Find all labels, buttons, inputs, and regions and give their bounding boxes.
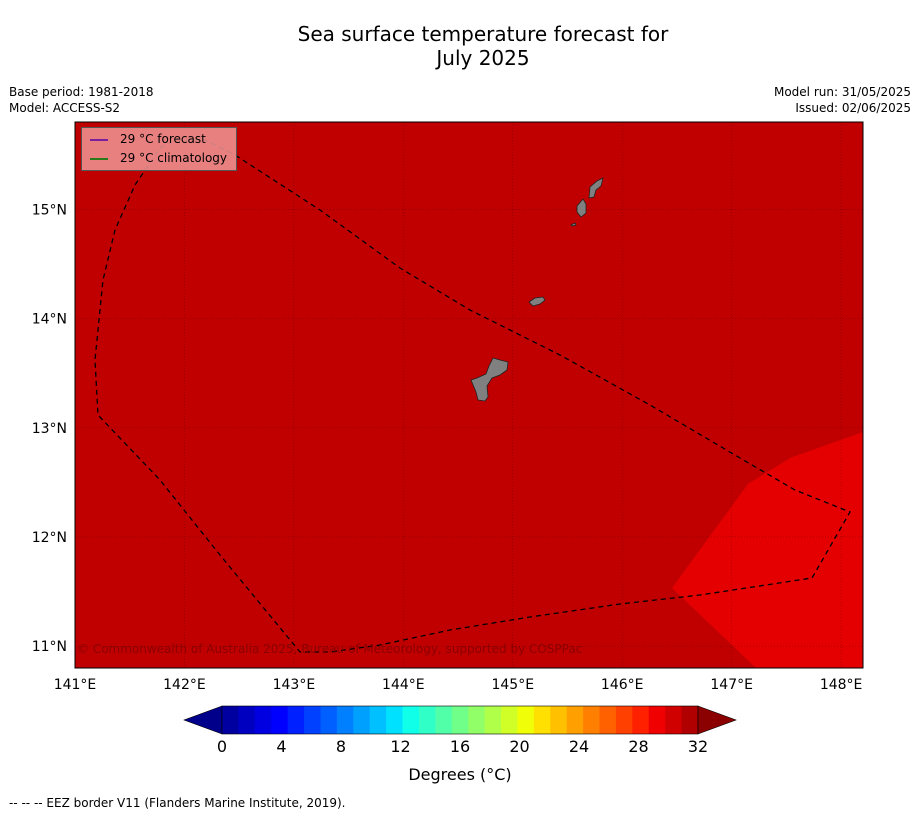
longitude-tick-label: 147°E [710, 677, 753, 693]
colorbar-cell [501, 706, 518, 734]
legend-climatology-label: 29 °C climatology [120, 151, 228, 165]
model-run-text: Model run: 31/05/2025 [773, 85, 911, 99]
colorbar-cell [566, 706, 584, 734]
colorbar-cell [681, 706, 699, 734]
copyright-text: © Commonwealth of Australia 2025, Bureau… [77, 642, 582, 656]
latitude-tick-label: 13°N [32, 421, 67, 437]
colorbar-cells [221, 705, 699, 735]
colorbar-cell [320, 706, 338, 734]
forecast-line-swatch [90, 138, 108, 141]
map-legend: 29 °C forecast 29 °C climatology [81, 127, 237, 171]
colorbar: 0 4 8 12 16 20 24 28 32 Degrees (°C) [183, 705, 737, 784]
colorbar-tick-label: 4 [276, 737, 286, 756]
legend-item-climatology: 29 °C climatology [90, 150, 227, 166]
latitude-tick-label: 11°N [32, 639, 67, 655]
colorbar-cell [271, 706, 289, 734]
warm-sst-region [672, 432, 863, 668]
colorbar-tick-label: 32 [688, 737, 708, 756]
longitude-tick-label: 145°E [491, 677, 534, 693]
colorbar-tick-label: 28 [628, 737, 648, 756]
longitude-tick-label: 146°E [601, 677, 644, 693]
colorbar-tick-label: 0 [217, 737, 227, 756]
longitude-tick-label: 141°E [54, 677, 97, 693]
base-period-text: Base period: 1981-2018 [9, 85, 154, 99]
colorbar-cell [533, 706, 551, 734]
latitude-tick-label: 12°N [32, 530, 67, 546]
colorbar-cell [615, 706, 633, 734]
colorbar-tick-label: 12 [390, 737, 410, 756]
colorbar-cell [336, 706, 354, 734]
issued-text: Issued: 02/06/2025 [795, 101, 911, 115]
colorbar-cell [287, 706, 305, 734]
colorbar-cell [550, 706, 568, 734]
longitude-tick-label: 143°E [273, 677, 316, 693]
colorbar-tick-labels: 0 4 8 12 16 20 24 28 32 [217, 737, 708, 756]
model-text: Model: ACCESS-S2 [9, 101, 121, 115]
legend-item-forecast: 29 °C forecast [90, 131, 206, 147]
colorbar-tick-label: 8 [336, 737, 346, 756]
colorbar-cell [402, 706, 420, 734]
chart-title: Sea surface temperature forecast for Jul… [0, 22, 919, 70]
colorbar-cell [222, 706, 239, 734]
colorbar-cell [254, 706, 272, 734]
colorbar-cell [386, 706, 404, 734]
colorbar-cell [517, 706, 535, 734]
colorbar-cell [304, 706, 321, 734]
colorbar-cell [238, 706, 256, 734]
colorbar-cell [418, 706, 436, 734]
legend-forecast-label: 29 °C forecast [120, 132, 206, 146]
island-rota [528, 296, 546, 307]
title-line-2: July 2025 [436, 46, 530, 70]
colorbar-cell [353, 706, 371, 734]
meta-left: Base period: 1981-2018 Model: ACCESS-S2 [9, 84, 154, 116]
colorbar-cell [468, 706, 486, 734]
island-aguijan [570, 222, 577, 227]
map-frame [74, 121, 864, 669]
colorbar-over-arrow [697, 705, 737, 735]
colorbar-cell [451, 706, 469, 734]
island-saipan [588, 177, 604, 199]
longitude-tick-labels: 141°E 142°E 143°E 144°E 145°E 146°E 147°E 148°E [54, 677, 863, 693]
colorbar-cell [369, 706, 387, 734]
latitude-tick-labels: 11°N 12°N 13°N 14°N 15°N [32, 202, 67, 655]
longitude-tick-label: 144°E [382, 677, 425, 693]
latitude-tick-label: 14°N [32, 312, 67, 328]
longitude-tick-label: 142°E [163, 677, 206, 693]
colorbar-under-arrow [183, 705, 223, 735]
colorbar-cell [599, 706, 617, 734]
longitude-tick-label: 148°E [820, 677, 863, 693]
colorbar-tick-label: 24 [569, 737, 589, 756]
colorbar-tick-label: 16 [450, 737, 470, 756]
colorbar-cell [484, 706, 502, 734]
colorbar-label: Degrees (°C) [408, 765, 511, 784]
meta-right: Model run: 31/05/2025 Issued: 02/06/2025 [774, 84, 911, 116]
colorbar-cell [648, 706, 666, 734]
latitude-tick-label: 15°N [32, 202, 67, 218]
title-line-1: Sea surface temperature forecast for [297, 22, 669, 46]
colorbar-tick-label: 20 [509, 737, 529, 756]
footer-note: -- -- -- EEZ border V11 (Flanders Marine… [9, 796, 346, 810]
colorbar-cell [632, 706, 650, 734]
colorbar-cell [583, 706, 601, 734]
colorbar-cell [435, 706, 453, 734]
island-guam [470, 357, 509, 402]
island-tinian [576, 198, 587, 218]
colorbar-cell [665, 706, 683, 734]
climatology-line-swatch [90, 157, 108, 160]
